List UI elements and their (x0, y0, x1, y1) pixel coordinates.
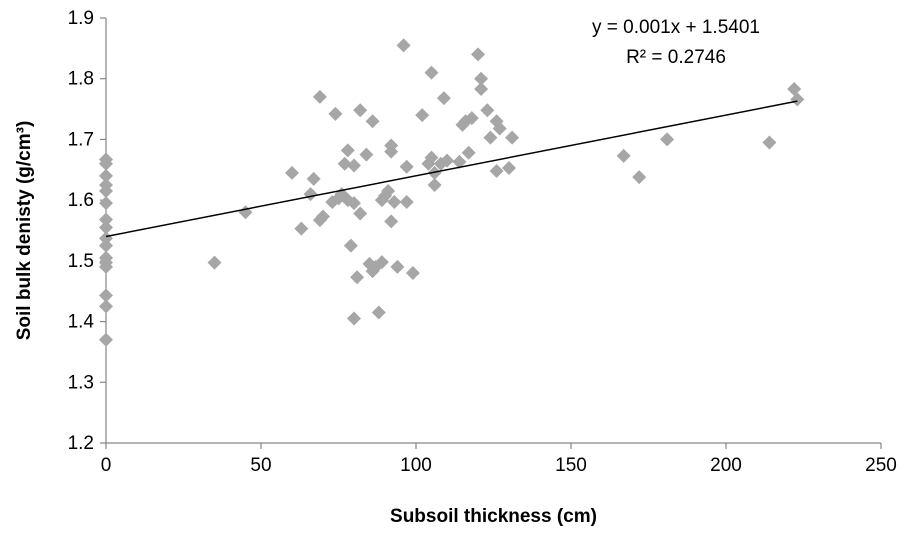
data-point (660, 132, 675, 147)
data-point (371, 305, 386, 320)
data-point (343, 238, 358, 253)
data-point (464, 111, 479, 126)
data-point (99, 288, 113, 303)
data-point (99, 212, 113, 227)
data-point (427, 177, 442, 192)
data-point (207, 255, 222, 270)
data-point (762, 135, 777, 150)
data-point (616, 148, 631, 163)
y-tick-label: 1.2 (68, 433, 94, 454)
data-point (492, 121, 507, 136)
y-tick-label: 1.7 (68, 129, 94, 150)
data-point (294, 221, 309, 236)
data-point (790, 92, 805, 107)
y-tick-label: 1.9 (68, 8, 94, 29)
data-point (489, 164, 504, 178)
data-point (99, 332, 113, 347)
data-point (405, 266, 420, 280)
data-point (399, 159, 414, 174)
data-point (374, 255, 389, 270)
trendline-group (105, 100, 798, 238)
data-point (502, 160, 516, 175)
data-point (787, 82, 802, 97)
data-point (461, 145, 476, 160)
data-point (328, 106, 343, 121)
data-point (337, 156, 352, 171)
data-point (424, 65, 439, 80)
y-tick-label: 1.4 (68, 312, 95, 333)
data-point (424, 150, 439, 165)
x-tick-label: 150 (555, 455, 587, 476)
data-point (483, 130, 498, 145)
data-point (384, 138, 399, 153)
data-point (632, 170, 647, 185)
data-point (384, 214, 399, 229)
y-axis-title: Soil bulk denisty (g/cm³) (14, 121, 35, 341)
data-point (436, 91, 451, 106)
x-tick-label: 100 (400, 455, 432, 476)
x-tick-label: 0 (101, 455, 112, 476)
data-point (99, 238, 113, 253)
trendline-equation-label: y = 0.001x + 1.5401 (592, 17, 760, 38)
data-point (353, 206, 368, 221)
y-tick-label: 1.3 (68, 372, 94, 393)
data-point (99, 220, 113, 235)
data-point (365, 114, 380, 129)
data-point (471, 47, 485, 62)
data-point (99, 196, 113, 211)
data-point (316, 209, 330, 224)
data-point (452, 154, 467, 169)
data-point (340, 143, 355, 158)
trendline-r2-label: R² = 0.2746 (626, 47, 726, 68)
data-point (474, 71, 489, 86)
x-axis-title: Subsoil thickness (cm) (390, 506, 597, 527)
data-point (306, 171, 321, 186)
data-point (415, 108, 430, 123)
data-point (353, 103, 368, 118)
y-tick-label: 1.5 (68, 251, 94, 272)
data-point (312, 89, 327, 104)
data-point (303, 187, 318, 202)
data-point (387, 194, 402, 209)
data-point (285, 165, 299, 180)
data-point (99, 231, 113, 246)
y-tick-label: 1.6 (68, 190, 94, 211)
data-point (359, 147, 374, 162)
data-point (505, 130, 520, 145)
data-point (99, 299, 113, 314)
data-point (474, 82, 489, 97)
data-point (480, 103, 495, 118)
x-tick-label: 50 (250, 455, 271, 476)
data-point (99, 156, 113, 171)
axes: 1.2 1.3 1.4 1.5 1.6 1.7 1.8 1.9 0 50 100 150 200 250 (68, 8, 897, 476)
data-point (440, 153, 454, 168)
data-point (396, 38, 411, 53)
data-points (99, 38, 805, 347)
data-point (399, 194, 414, 209)
data-point (99, 168, 113, 183)
y-tick-label: 1.8 (68, 69, 94, 90)
data-point (347, 311, 361, 326)
data-point (99, 259, 113, 274)
data-point (238, 205, 253, 220)
data-point (99, 184, 113, 199)
trendline (105, 100, 798, 238)
x-tick-label: 200 (710, 455, 742, 476)
data-point (350, 270, 365, 285)
data-point (381, 184, 396, 199)
data-point (390, 259, 405, 274)
x-tick-label: 250 (865, 455, 897, 476)
data-point (347, 196, 361, 211)
data-point (347, 158, 361, 173)
